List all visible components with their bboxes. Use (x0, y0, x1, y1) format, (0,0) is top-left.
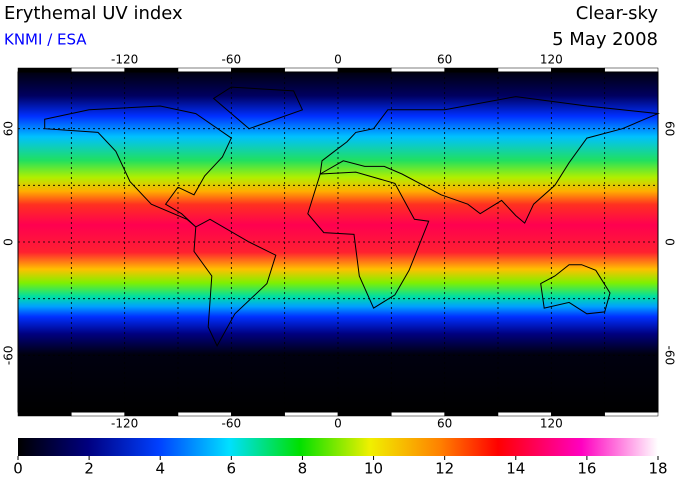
lon-tick-label: -60 (222, 417, 242, 431)
lat-tick-label: -60 (663, 346, 677, 366)
coastline (307, 171, 430, 309)
source: KNMI / ESA (4, 31, 87, 49)
colorbar-tick-label: 2 (84, 460, 94, 478)
condition: Clear-sky (576, 3, 659, 24)
lon-tick-label: 120 (540, 417, 563, 431)
frame-segment (337, 67, 392, 73)
frame-segment (391, 67, 445, 73)
frame-segment (177, 411, 232, 417)
coastline (44, 105, 232, 228)
lon-tick-label: 0 (334, 417, 342, 431)
lat-tick-label: 60 (2, 121, 16, 136)
lat-tick-label: 0 (2, 238, 16, 246)
frame-segment (497, 411, 552, 417)
colorbar-tick-label: 10 (364, 460, 383, 478)
frame-segment (231, 411, 285, 417)
colorbar (18, 438, 658, 456)
date: 5 May 2008 (552, 29, 658, 50)
frame-segment (71, 411, 125, 417)
coastline (212, 86, 304, 130)
title: Erythemal UV index (4, 3, 183, 24)
frame-segment (337, 411, 392, 417)
frame-segment (284, 411, 339, 417)
frame-segment (391, 411, 445, 417)
colorbar-tick-label: 4 (155, 460, 165, 478)
colorbar-tick-label: 6 (227, 460, 237, 478)
frame-segment (497, 67, 552, 73)
coastline (319, 96, 660, 224)
lon-tick-label: 60 (437, 53, 452, 67)
frame-segment (17, 411, 72, 417)
lon-tick-label: -120 (111, 53, 138, 67)
colorbar-tick-label: 0 (13, 460, 23, 478)
lon-tick-label: 120 (540, 53, 563, 67)
frame-segment (444, 67, 499, 73)
lon-tick-label: 60 (437, 417, 452, 431)
lon-tick-label: -120 (111, 417, 138, 431)
lat-tick-label: 60 (663, 121, 677, 136)
frame-segment (551, 67, 605, 73)
frame-segment (604, 67, 659, 73)
colorbar-tick-label: 8 (298, 460, 308, 478)
frame-segment (177, 67, 232, 73)
frame-segment (124, 411, 179, 417)
frame-segment (444, 411, 499, 417)
frame-segment (71, 67, 125, 73)
lat-tick-label: -60 (2, 346, 16, 366)
colorbar-tick-label: 18 (648, 460, 667, 478)
coastlines (44, 86, 660, 347)
frame-segment (124, 67, 179, 73)
colorbar-tick-label: 16 (577, 460, 596, 478)
frame-segment (551, 411, 605, 417)
colorbar-tick-label: 12 (435, 460, 454, 478)
colorbar-tick-label: 14 (506, 460, 525, 478)
frame-segment (17, 67, 72, 73)
lat-tick-label: 0 (663, 238, 677, 246)
lon-tick-label: -60 (222, 53, 242, 67)
frame-segment (231, 67, 285, 73)
coastline (193, 218, 277, 347)
frame-segment (604, 411, 659, 417)
lon-tick-label: 0 (334, 53, 342, 67)
frame-segment (284, 67, 339, 73)
coastline (540, 264, 611, 315)
